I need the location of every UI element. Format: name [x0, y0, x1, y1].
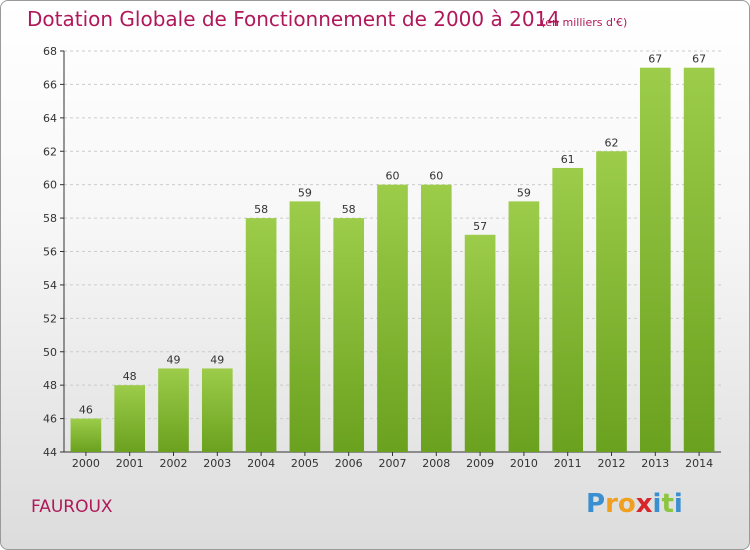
- chart-title: Dotation Globale de Fonctionnement de 20…: [27, 7, 560, 31]
- y-tick-label: 60: [43, 179, 57, 192]
- bar-2013: [639, 67, 671, 452]
- x-tick-label-2012: 2012: [598, 457, 626, 470]
- data-label-2011: 61: [561, 153, 575, 166]
- data-label-2001: 48: [123, 370, 137, 383]
- data-label-2002: 49: [167, 353, 181, 366]
- x-tick-label-2013: 2013: [641, 457, 669, 470]
- y-tick-label: 50: [43, 346, 57, 359]
- data-label-2006: 58: [342, 203, 356, 216]
- data-label-2008: 60: [429, 170, 443, 183]
- bar-2007: [377, 184, 408, 452]
- y-tick-label: 62: [43, 145, 57, 158]
- data-label-2012: 62: [605, 136, 619, 149]
- y-tick-label: 54: [43, 279, 57, 292]
- proxiti-logo[interactable]: Proxiti: [586, 489, 683, 519]
- data-label-2010: 59: [517, 186, 531, 199]
- logo-letter: P: [586, 489, 606, 519]
- y-tick-label: 44: [43, 446, 57, 459]
- x-tick-label-2011: 2011: [554, 457, 582, 470]
- y-tick-label: 66: [43, 78, 57, 91]
- y-tick-label: 56: [43, 246, 57, 259]
- x-tick-label-2006: 2006: [335, 457, 363, 470]
- logo-letter: o: [617, 489, 636, 519]
- y-tick-label: 52: [43, 312, 57, 325]
- bar-2009: [464, 234, 496, 452]
- x-tick-label-2003: 2003: [203, 457, 231, 470]
- y-tick-label: 48: [43, 379, 57, 392]
- data-label-2014: 67: [692, 53, 706, 66]
- logo-letter: t: [661, 489, 674, 519]
- x-tick-label-2000: 2000: [72, 457, 100, 470]
- x-tick-label-2010: 2010: [510, 457, 538, 470]
- bar-2010: [508, 201, 540, 452]
- logo-letter: x: [635, 489, 653, 519]
- x-tick-label-2001: 2001: [116, 457, 144, 470]
- y-tick-label: 64: [43, 112, 57, 125]
- bar-2001: [114, 385, 146, 452]
- x-tick-label-2008: 2008: [422, 457, 450, 470]
- data-label-2013: 67: [648, 53, 662, 66]
- logo-letter: i: [652, 489, 662, 519]
- logo-letter: i: [673, 489, 683, 519]
- x-tick-label-2002: 2002: [160, 457, 188, 470]
- data-label-2004: 58: [254, 203, 268, 216]
- x-tick-label-2009: 2009: [466, 457, 494, 470]
- data-label-2000: 46: [79, 404, 93, 417]
- bar-2000: [70, 418, 102, 452]
- x-tick-label-2004: 2004: [247, 457, 275, 470]
- data-label-2003: 49: [210, 353, 224, 366]
- chart-subtitle: (en milliers d'€): [541, 16, 628, 29]
- x-tick-label-2005: 2005: [291, 457, 319, 470]
- data-label-2007: 60: [386, 170, 400, 183]
- y-tick-label: 46: [43, 413, 57, 426]
- x-tick-label-2014: 2014: [685, 457, 713, 470]
- bar-2006: [333, 218, 365, 452]
- bar-2008: [420, 184, 452, 452]
- data-label-2009: 57: [473, 220, 487, 233]
- bar-2003: [201, 368, 233, 452]
- bar-2002: [158, 368, 189, 452]
- y-tick-label: 68: [43, 45, 57, 58]
- logo-letter: r: [605, 489, 618, 519]
- bar-2011: [552, 167, 584, 453]
- commune-name: FAUROUX: [31, 497, 113, 517]
- data-label-2005: 59: [298, 186, 312, 199]
- bar-2014: [683, 67, 715, 452]
- y-tick-label: 58: [43, 212, 57, 225]
- x-tick-label-2007: 2007: [379, 457, 407, 470]
- bar-2005: [289, 201, 321, 452]
- bar-2004: [245, 218, 277, 452]
- bar-2012: [596, 151, 627, 452]
